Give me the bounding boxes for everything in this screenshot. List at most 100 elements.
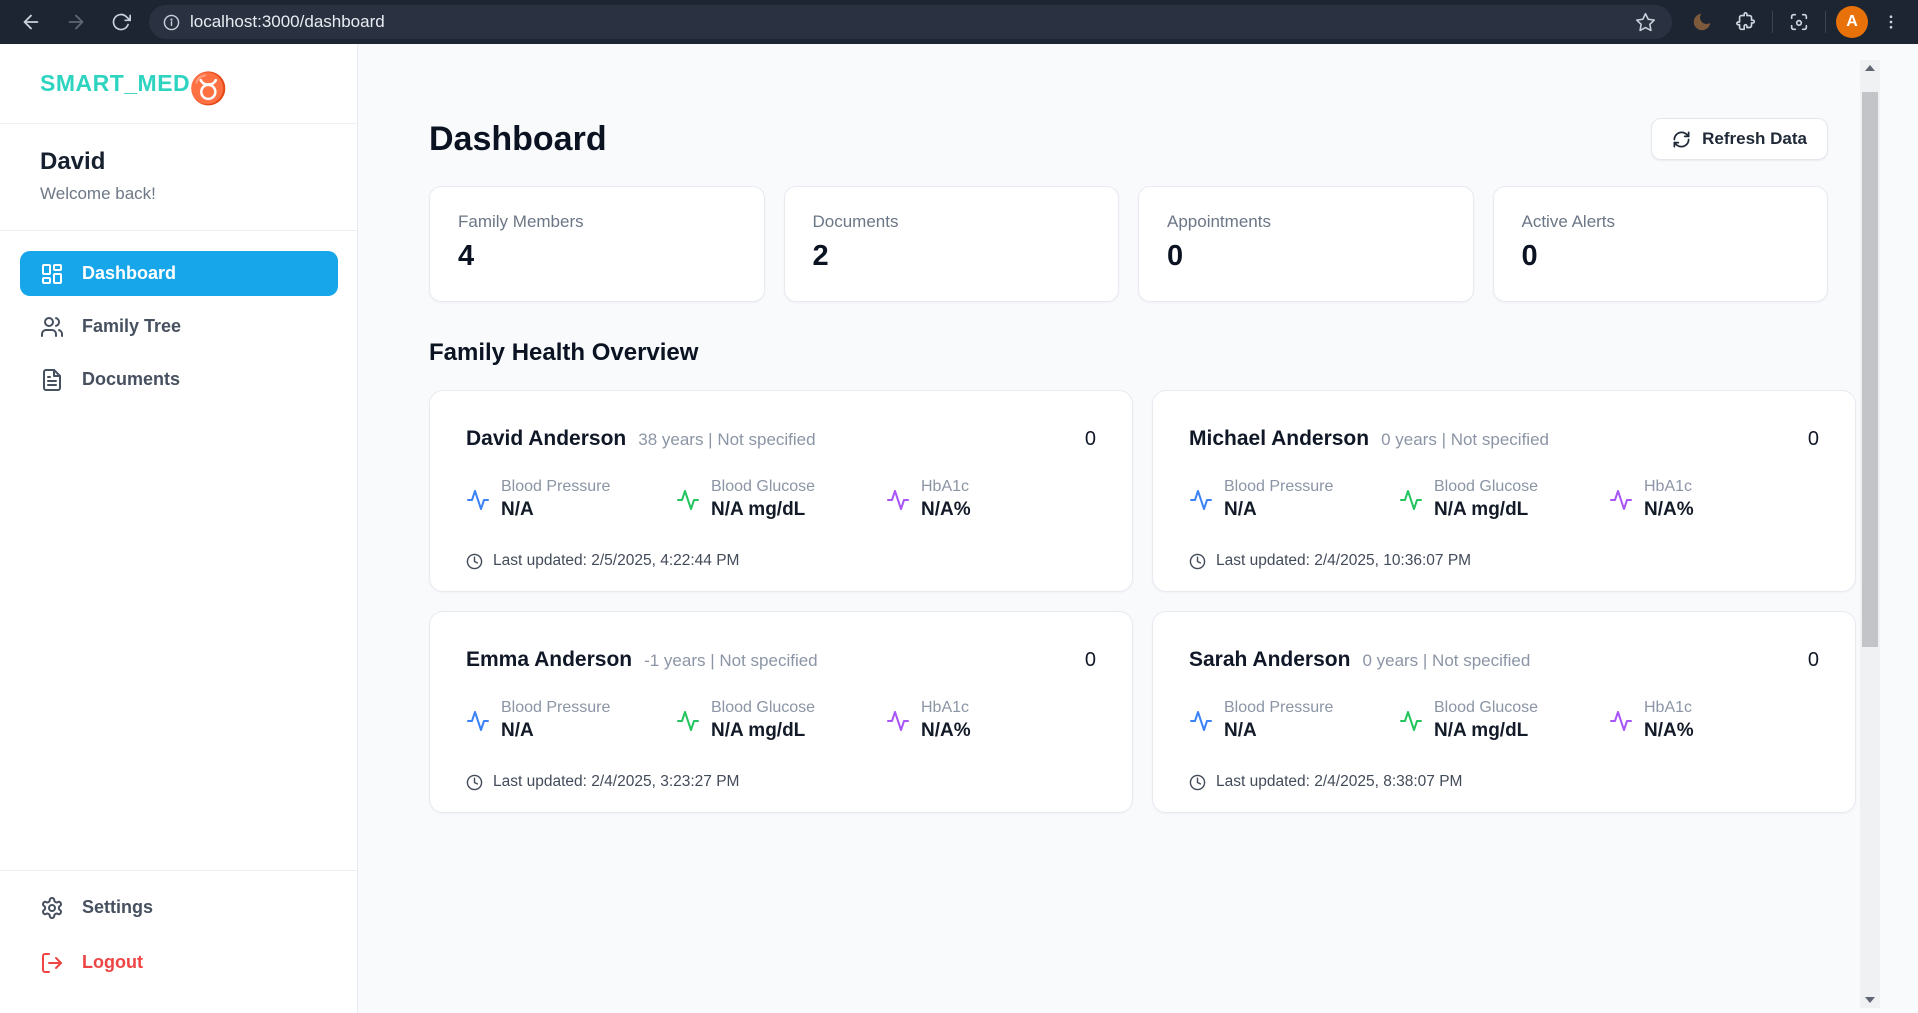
- member-alert-count: 0: [1808, 649, 1819, 672]
- logout-button[interactable]: Logout: [20, 940, 338, 985]
- site-info-icon[interactable]: [163, 14, 180, 31]
- last-updated-text: Last updated: 2/4/2025, 8:38:07 PM: [1216, 773, 1462, 791]
- member-card: Emma Anderson -1 years | Not specified 0…: [429, 611, 1133, 813]
- profile-avatar[interactable]: A: [1836, 6, 1868, 38]
- stat-label: Active Alerts: [1522, 212, 1800, 232]
- refresh-data-button[interactable]: Refresh Data: [1651, 118, 1828, 160]
- sidebar: SMART_MED♉ David Welcome back! Dashboard…: [0, 44, 358, 1013]
- activity-icon: [676, 709, 700, 733]
- vital-label: Blood Pressure: [501, 478, 610, 496]
- extensions-puzzle-icon[interactable]: [1724, 4, 1768, 40]
- vital-label: HbA1c: [1644, 478, 1694, 496]
- sidebar-nav: Dashboard Family Tree Documents: [0, 231, 357, 870]
- last-updated: Last updated: 2/5/2025, 4:22:44 PM: [466, 552, 1096, 570]
- bookmark-star-icon[interactable]: [1629, 12, 1662, 33]
- vitals-row: Blood Pressure N/A Blood Glucose N/A mg/…: [1189, 478, 1819, 521]
- toolbar-divider: [1825, 11, 1826, 33]
- clock-icon: [1189, 774, 1206, 791]
- activity-icon: [1399, 709, 1423, 733]
- dark-mode-extension-icon[interactable]: [1680, 4, 1724, 40]
- vital-label: Blood Glucose: [1434, 699, 1538, 717]
- section-title: Family Health Overview: [429, 339, 1828, 367]
- settings-button[interactable]: Settings: [20, 885, 338, 930]
- vital-label: HbA1c: [921, 478, 971, 496]
- member-meta: 0 years | Not specified: [1381, 430, 1549, 450]
- last-updated: Last updated: 2/4/2025, 10:36:07 PM: [1189, 552, 1819, 570]
- refresh-button-label: Refresh Data: [1702, 129, 1807, 149]
- vital-label: Blood Pressure: [1224, 699, 1333, 717]
- sidebar-item-label: Dashboard: [82, 263, 176, 284]
- last-updated: Last updated: 2/4/2025, 8:38:07 PM: [1189, 773, 1819, 791]
- activity-icon: [1609, 709, 1633, 733]
- member-meta: 38 years | Not specified: [638, 430, 815, 450]
- vitals-row: Blood Pressure N/A Blood Glucose N/A mg/…: [466, 699, 1096, 742]
- stat-label: Appointments: [1167, 212, 1445, 232]
- vital-value: N/A: [501, 499, 610, 521]
- member-card: Sarah Anderson 0 years | Not specified 0…: [1152, 611, 1856, 813]
- vital-hba1c: HbA1c N/A%: [886, 699, 1096, 742]
- stat-card: Documents 2: [784, 186, 1120, 302]
- scroll-down-icon[interactable]: [1860, 992, 1880, 1008]
- vital-value: N/A mg/dL: [1434, 720, 1538, 742]
- user-greeting: David Welcome back!: [0, 124, 357, 231]
- member-meta: -1 years | Not specified: [644, 651, 818, 671]
- stat-label: Documents: [813, 212, 1091, 232]
- vital-label: HbA1c: [921, 699, 971, 717]
- stat-value: 2: [813, 240, 1091, 273]
- back-icon[interactable]: [8, 4, 53, 40]
- sidebar-item-family-tree[interactable]: Family Tree: [20, 304, 338, 349]
- scrollbar-thumb[interactable]: [1862, 92, 1878, 647]
- stat-value: 0: [1167, 240, 1445, 273]
- page-title: Dashboard: [429, 120, 607, 159]
- member-card: Michael Anderson 0 years | Not specified…: [1152, 390, 1856, 592]
- vital-blood-glucose: Blood Glucose N/A mg/dL: [1399, 478, 1609, 521]
- activity-icon: [1609, 488, 1633, 512]
- stat-card: Family Members 4: [429, 186, 765, 302]
- vital-value: N/A%: [1644, 720, 1694, 742]
- toolbar-divider: [1772, 11, 1773, 33]
- activity-icon: [1189, 709, 1213, 733]
- file-text-icon: [40, 368, 64, 392]
- vital-blood-glucose: Blood Glucose N/A mg/dL: [676, 699, 886, 742]
- browser-toolbar: localhost:3000/dashboard A: [0, 0, 1918, 44]
- vital-label: Blood Glucose: [1434, 478, 1538, 496]
- clock-icon: [1189, 553, 1206, 570]
- browser-menu-icon[interactable]: [1874, 4, 1908, 40]
- member-name: Emma Anderson: [466, 648, 632, 672]
- forward-icon[interactable]: [53, 4, 98, 40]
- address-bar[interactable]: localhost:3000/dashboard: [149, 5, 1672, 39]
- screenshot-tool-icon[interactable]: [1777, 4, 1821, 40]
- member-card: David Anderson 38 years | Not specified …: [429, 390, 1133, 592]
- settings-label: Settings: [82, 897, 153, 918]
- last-updated: Last updated: 2/4/2025, 3:23:27 PM: [466, 773, 1096, 791]
- vital-hba1c: HbA1c N/A%: [1609, 478, 1819, 521]
- sidebar-item-dashboard[interactable]: Dashboard: [20, 251, 338, 296]
- stat-value: 0: [1522, 240, 1800, 273]
- vital-value: N/A: [501, 720, 610, 742]
- scroll-up-icon[interactable]: [1860, 60, 1880, 76]
- dashboard-icon: [40, 262, 64, 286]
- activity-icon: [1399, 488, 1423, 512]
- reload-icon[interactable]: [98, 4, 143, 40]
- sidebar-item-label: Documents: [82, 369, 180, 390]
- url-text[interactable]: localhost:3000/dashboard: [190, 12, 385, 32]
- vital-label: Blood Glucose: [711, 699, 815, 717]
- vital-label: Blood Pressure: [1224, 478, 1333, 496]
- vital-value: N/A%: [921, 499, 971, 521]
- logo-text: SMART_MED: [40, 70, 190, 97]
- stat-card: Appointments 0: [1138, 186, 1474, 302]
- sidebar-footer: Settings Logout: [0, 870, 357, 1013]
- sidebar-item-documents[interactable]: Documents: [20, 357, 338, 402]
- clock-icon: [466, 553, 483, 570]
- app-logo: SMART_MED♉: [0, 44, 357, 124]
- vital-blood-pressure: Blood Pressure N/A: [1189, 478, 1399, 521]
- activity-icon: [886, 488, 910, 512]
- member-alert-count: 0: [1085, 649, 1096, 672]
- vital-blood-glucose: Blood Glucose N/A mg/dL: [1399, 699, 1609, 742]
- vital-value: N/A: [1224, 720, 1333, 742]
- last-updated-text: Last updated: 2/4/2025, 10:36:07 PM: [1216, 552, 1471, 570]
- vital-label: Blood Pressure: [501, 699, 610, 717]
- vital-value: N/A mg/dL: [711, 720, 815, 742]
- scrollbar[interactable]: [1860, 60, 1880, 1008]
- activity-icon: [466, 709, 490, 733]
